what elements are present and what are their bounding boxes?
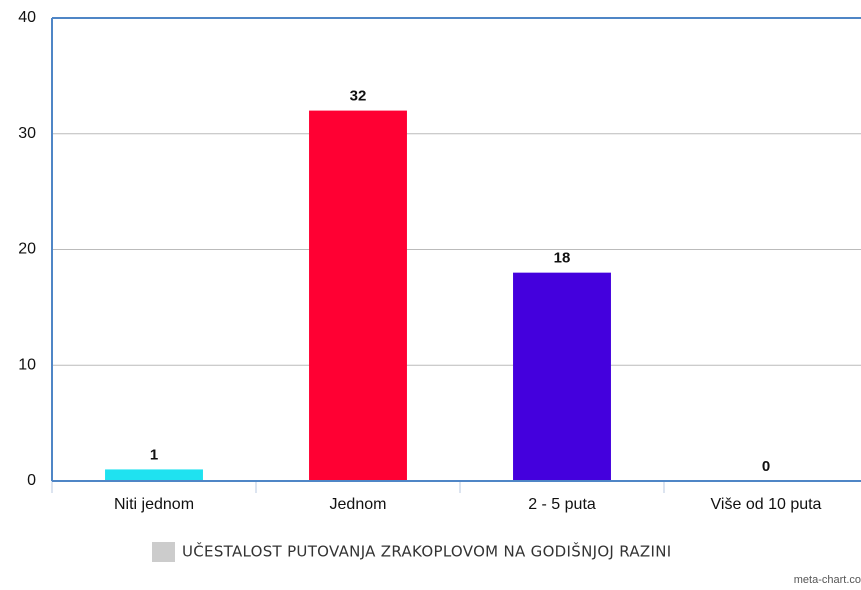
y-tick-label: 20 — [18, 241, 36, 258]
value-label: 0 — [762, 458, 770, 475]
x-tick-label: Više od 10 puta — [711, 496, 822, 513]
y-tick-label: 40 — [18, 9, 36, 26]
legend-label: UČESTALOST PUTOVANJA ZRAKOPLOVOM NA GODI… — [182, 542, 671, 561]
x-tick-label: 2 - 5 puta — [528, 496, 596, 513]
value-label: 32 — [350, 88, 367, 105]
value-label: 1 — [150, 446, 158, 463]
x-tick-label: Niti jednom — [114, 496, 194, 513]
y-tick-label: 0 — [27, 472, 36, 489]
y-tick-label: 30 — [18, 125, 36, 142]
bar — [309, 110, 407, 481]
legend-swatch — [152, 542, 175, 562]
bar — [513, 272, 611, 481]
y-tick-label: 10 — [18, 356, 36, 373]
value-label: 18 — [554, 250, 571, 267]
x-tick-label: Jednom — [330, 496, 387, 513]
bar — [105, 469, 203, 481]
credit: meta-chart.co — [794, 574, 861, 586]
